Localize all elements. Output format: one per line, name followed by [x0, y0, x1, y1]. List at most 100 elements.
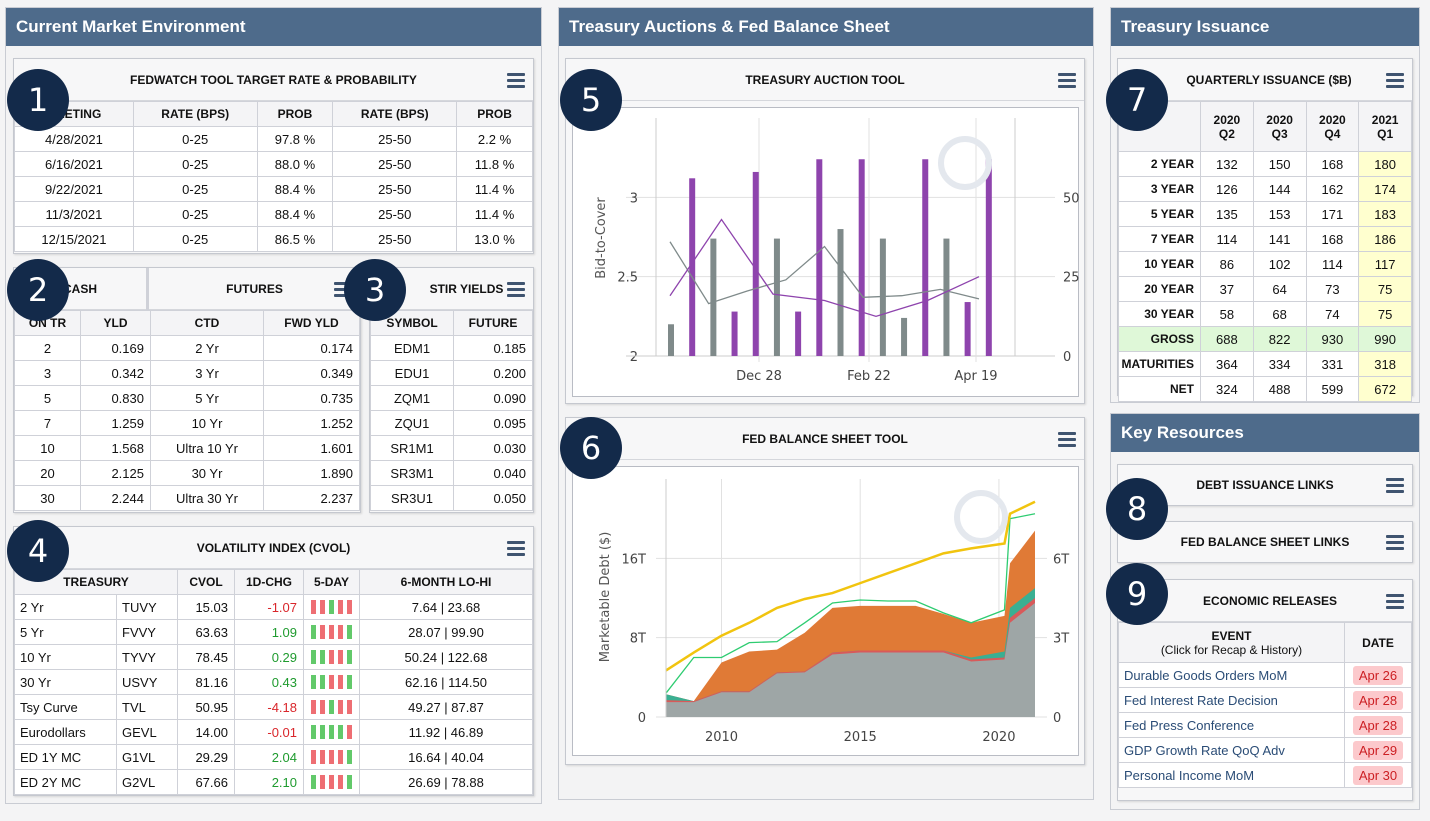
issuance-value: 180 [1358, 151, 1412, 177]
gray-bar [773, 238, 780, 356]
five-day-sparkline [303, 594, 360, 620]
table-cell: Ultra 30 Yr [150, 485, 264, 511]
table-row[interactable]: Durable Goods Orders MoM Apr 26 [1118, 662, 1412, 688]
down-day-bar [329, 625, 334, 639]
purple-bar [922, 159, 929, 356]
table-cell: 0.830 [80, 385, 151, 411]
table-cell: 5 [14, 385, 81, 411]
quarter-header: 2020 Q3 [1252, 101, 1307, 152]
menu-icon[interactable] [1386, 593, 1404, 609]
table-cell: 0.174 [263, 335, 360, 361]
fed-links-panel[interactable]: FED BALANCE SHEET LINKS [1117, 521, 1413, 563]
event-link[interactable]: Fed Press Conference [1124, 717, 1255, 733]
table-row: 6/16/2021 0-25 88.0 % 25-50 11.8 % [14, 151, 533, 177]
table-row[interactable]: Fed Interest Rate Decision Apr 28 [1118, 687, 1412, 713]
menu-icon[interactable] [1058, 72, 1076, 88]
stir-value: 0.095 [453, 410, 533, 436]
event-cell[interactable]: Durable Goods Orders MoM [1118, 662, 1345, 688]
table-row[interactable]: GDP Growth Rate QoQ Adv Apr 29 [1118, 737, 1412, 763]
column-header: CTD [150, 310, 264, 336]
event-link[interactable]: Durable Goods Orders MoM [1124, 667, 1288, 683]
purple-bar [858, 159, 865, 356]
table-cell: 2 [14, 335, 81, 361]
menu-icon[interactable] [1386, 535, 1404, 550]
purple-bar [731, 311, 738, 356]
event-cell[interactable]: Fed Press Conference [1118, 712, 1345, 738]
column-header: CVOL [177, 569, 235, 595]
gray-bar [837, 229, 844, 356]
event-link[interactable]: GDP Growth Rate QoQ Adv [1124, 742, 1285, 758]
menu-icon[interactable] [1386, 72, 1404, 88]
auction-chart[interactable]: 2 0 2.5 25B 3 50B Dec 28 Feb 22 Apr 19 Bid-to-Cov… [573, 108, 1088, 398]
down-day-bar [338, 625, 343, 639]
table-row[interactable]: Tsy Curve TVL 50.95 -4.18 49.27 | 87.87 [14, 694, 533, 720]
issuance-value: 86 [1200, 251, 1254, 277]
menu-icon[interactable] [507, 281, 525, 297]
event-cell[interactable]: Fed Interest Rate Decision [1118, 687, 1345, 713]
fed-links-title[interactable]: FED BALANCE SHEET LINKS [1180, 535, 1350, 549]
table-cell: 10 Yr [150, 410, 264, 436]
issuance-value: 186 [1358, 226, 1412, 252]
cvol-value: 67.66 [177, 769, 235, 795]
menu-icon[interactable] [1386, 478, 1404, 493]
debt-links-title[interactable]: DEBT ISSUANCE LINKS [1196, 478, 1334, 492]
treasury-symbol: G2VL [116, 769, 178, 795]
table-row[interactable]: ED 2Y MC G2VL 67.66 2.10 26.69 | 78.88 [14, 769, 533, 795]
balance-chart[interactable]: 0 0 8T 3T 16T 6T 2010 2015 2020 Marketable Debt (… [573, 467, 1080, 757]
table-row[interactable]: 10 Yr TYVY 78.45 0.29 50.24 | 122.68 [14, 644, 533, 670]
menu-icon[interactable] [507, 72, 525, 88]
table-cell: 88.4 % [256, 201, 334, 227]
date-cell: Apr 28 [1344, 712, 1412, 738]
event-cell[interactable]: Personal Income MoM [1118, 762, 1345, 788]
table-cell: 0-25 [132, 176, 258, 202]
menu-icon[interactable] [507, 540, 525, 556]
table-row[interactable]: 2 Yr TUVY 15.03 -1.07 7.64 | 23.68 [14, 594, 533, 620]
issuance-value: 318 [1358, 351, 1412, 377]
event-link[interactable]: Fed Interest Rate Decision [1124, 692, 1278, 708]
up-day-bar [329, 700, 334, 714]
table-row[interactable]: 30 Yr USVY 81.16 0.43 62.16 | 114.50 [14, 669, 533, 695]
event-cell[interactable]: GDP Growth Rate QoQ Adv [1118, 737, 1345, 763]
table-cell: 0.169 [80, 335, 151, 361]
down-day-bar [320, 775, 325, 789]
row-label: 3 YEAR [1118, 176, 1201, 202]
table-row[interactable]: Eurodollars GEVL 14.00 -0.01 11.92 | 46.89 [14, 719, 533, 745]
menu-icon[interactable] [1058, 431, 1076, 447]
treasury-name: Tsy Curve [14, 694, 117, 720]
step-badge-8: 8 [1106, 478, 1168, 540]
table-cell: 3 [14, 360, 81, 386]
quarter-label: Q3 [1271, 126, 1288, 141]
cvol-change: -4.18 [234, 694, 304, 720]
up-day-bar [311, 775, 316, 789]
issuance-value: 599 [1305, 376, 1360, 402]
issuance-value: 822 [1252, 326, 1307, 352]
table-cell: 25-50 [332, 226, 458, 252]
issuance-value: 168 [1305, 226, 1360, 252]
table-row[interactable]: ED 1Y MC G1VL 29.29 2.04 16.64 | 40.04 [14, 744, 533, 770]
menu-icon[interactable] [334, 282, 352, 297]
column-header: RATE (BPS) [332, 101, 458, 127]
table-cell: 10 [14, 435, 81, 461]
up-day-bar [347, 775, 352, 789]
cvol-change: 0.29 [234, 644, 304, 670]
row-label: MATURITIES [1118, 351, 1201, 377]
issuance-value: 37 [1200, 276, 1254, 302]
table-row[interactable]: Personal Income MoM Apr 30 [1118, 762, 1412, 788]
balance-tool-panel: FED BALANCE SHEET TOOL 0 0 8T 3T 16T 6T 2010 20… [565, 417, 1085, 765]
stir-symbol: SR3U1 [369, 485, 455, 511]
row-label: 7 YEAR [1118, 226, 1201, 252]
table-row[interactable]: 5 Yr FVVY 63.63 1.09 28.07 | 99.90 [14, 619, 533, 645]
y-tick-label: 0 [638, 711, 646, 726]
gray-line-series [669, 241, 980, 305]
issuance-value: 168 [1305, 151, 1360, 177]
purple-line-series [669, 218, 980, 318]
x-tick-label: 2010 [705, 730, 738, 745]
table-row[interactable]: Fed Press Conference Apr 28 [1118, 712, 1412, 738]
step-badge-6: 6 [560, 417, 622, 479]
row-label: 30 YEAR [1118, 301, 1201, 327]
y2-tick-label: 50B [1063, 191, 1080, 206]
event-link[interactable]: Personal Income MoM [1124, 767, 1255, 783]
cvol-change: -0.01 [234, 719, 304, 745]
step-badge-3: 3 [344, 259, 406, 321]
down-day-bar [329, 775, 334, 789]
